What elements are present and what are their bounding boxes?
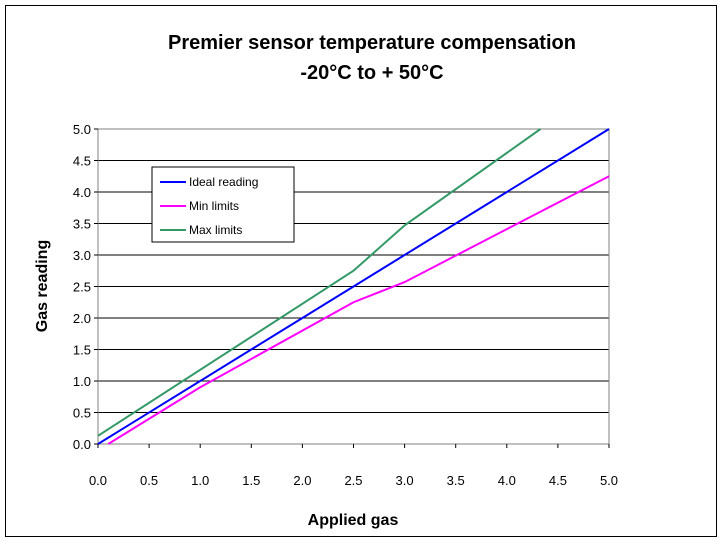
chart-title-line-1: Premier sensor temperature compensation [168,32,576,54]
y-tick-label: 0.0 [73,437,91,452]
legend-label: Max limits [189,223,242,237]
x-tick-label: 3.5 [447,473,465,488]
x-axis-title: Applied gas [308,512,399,529]
legend-label: Ideal reading [189,175,258,189]
y-tick-label: 4.0 [73,185,91,200]
series-line-max-limits [97,128,542,437]
x-tick-label: 5.0 [600,473,618,488]
x-tick-label: 2.0 [293,473,311,488]
series-lines [97,128,610,445]
chart-frame [5,5,717,537]
y-tick-label: 0.5 [73,406,91,421]
x-tick-label: 1.0 [191,473,209,488]
series-line-ideal-reading [97,128,610,445]
x-tick-label: 0.0 [89,473,107,488]
y-tick-label: 2.0 [73,311,91,326]
x-tick-label: 2.5 [344,473,362,488]
y-tick-label: 3.0 [73,248,91,263]
legend: Ideal reading Min limits Max limits [151,166,295,243]
chart-title-line-2: -20°C to + 50°C [300,62,443,84]
y-tick-labels: 0.0 0.5 1.0 1.5 2.0 2.5 3.0 3.5 4.0 4.5 5.0 [73,122,98,452]
series-line-min-limits [107,175,610,445]
y-axis-title: Gas reading [34,240,51,332]
y-tick-label: 2.5 [73,280,91,295]
x-tick-label: 0.5 [140,473,158,488]
x-tick-label: 4.5 [549,473,567,488]
y-tick-label: 3.5 [73,217,91,232]
y-tick-label: 1.0 [73,374,91,389]
legend-label: Min limits [189,199,239,213]
y-tick-label: 4.5 [73,154,91,169]
y-tick-label: 5.0 [73,122,91,137]
y-tick-label: 1.5 [73,343,91,358]
x-tick-label: 3.0 [396,473,414,488]
x-tick-labels: 0.0 0.5 1.0 1.5 2.0 2.5 3.0 3.5 4.0 4.5 5.0 [89,444,618,488]
x-tick-label: 1.5 [242,473,260,488]
x-tick-label: 4.0 [498,473,516,488]
